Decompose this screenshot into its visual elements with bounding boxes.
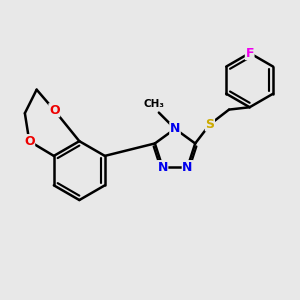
Text: O: O <box>49 104 60 117</box>
Text: S: S <box>206 118 214 131</box>
Text: N: N <box>182 161 193 174</box>
Text: N: N <box>158 161 168 174</box>
Text: N: N <box>170 122 180 135</box>
Text: F: F <box>245 46 254 60</box>
Text: O: O <box>24 135 34 148</box>
Text: CH₃: CH₃ <box>144 99 165 110</box>
